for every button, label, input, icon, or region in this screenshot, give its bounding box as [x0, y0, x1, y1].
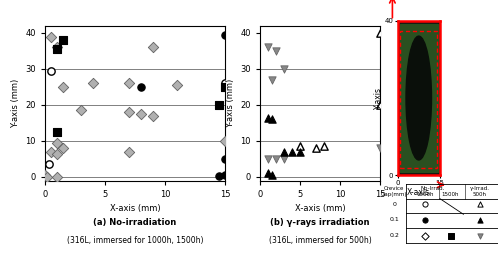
Point [268, 117, 276, 122]
Point [280, 157, 288, 161]
Point [446, 233, 454, 238]
X-axis label: X-axis (mm): X-axis (mm) [110, 204, 160, 213]
Point [312, 146, 320, 150]
Point [288, 150, 296, 154]
Point [149, 114, 157, 118]
Point [476, 233, 484, 238]
Point [221, 81, 229, 85]
X-axis label: X-axis (mm): X-axis (mm) [294, 204, 346, 213]
Point [221, 157, 229, 161]
Point [125, 150, 133, 154]
Point [41, 173, 49, 177]
Point [221, 139, 229, 143]
Point [280, 150, 288, 154]
Point [221, 33, 229, 37]
Point [221, 173, 229, 177]
Text: (b) γ-rays irradiation: (b) γ-rays irradiation [270, 218, 370, 227]
Text: 500h: 500h [473, 192, 487, 197]
Point [264, 116, 272, 120]
Point [173, 83, 181, 87]
X-axis label: X-axis: X-axis [407, 188, 430, 197]
Text: (a) No-irradiation: (a) No-irradiation [94, 218, 176, 227]
FancyBboxPatch shape [400, 24, 438, 172]
Point [53, 130, 61, 134]
Point [125, 81, 133, 85]
Text: Crevice
Gap(mm): Crevice Gap(mm) [381, 186, 407, 197]
Point [47, 69, 55, 73]
Point [53, 45, 61, 50]
Point [376, 31, 384, 35]
Y-axis label: Y-axis (mm): Y-axis (mm) [226, 79, 235, 128]
Text: 1500h: 1500h [442, 192, 459, 197]
Point [264, 45, 272, 50]
Point [268, 78, 276, 82]
Point [47, 150, 55, 154]
Point [221, 85, 229, 89]
Point [264, 157, 272, 161]
Point [215, 103, 223, 107]
Point [476, 202, 484, 206]
Point [268, 173, 276, 177]
Text: No-Irrad.: No-Irrad. [420, 186, 445, 190]
Y-axis label: Y-axis: Y-axis [374, 87, 383, 109]
Point [59, 85, 67, 89]
Point [420, 233, 428, 238]
Point [272, 49, 280, 53]
Ellipse shape [406, 36, 431, 160]
Point [44, 162, 52, 166]
Point [420, 218, 428, 222]
Point [296, 144, 304, 148]
Point [280, 67, 288, 71]
Point [77, 108, 85, 112]
Text: 0.2: 0.2 [389, 233, 399, 238]
Point [53, 141, 61, 145]
Point [53, 47, 61, 51]
Text: 0: 0 [392, 202, 396, 207]
Text: γ-Irrad.: γ-Irrad. [470, 186, 490, 190]
Point [296, 150, 304, 154]
Point [125, 110, 133, 114]
Point [53, 175, 61, 179]
Text: 0.1: 0.1 [389, 217, 399, 222]
Point [137, 112, 145, 116]
Point [376, 103, 384, 107]
Text: 1000h: 1000h [416, 192, 434, 197]
Point [476, 218, 484, 222]
Point [53, 151, 61, 156]
Point [47, 35, 55, 39]
Point [89, 81, 97, 85]
Point [215, 174, 223, 178]
Y-axis label: Y-axis (mm): Y-axis (mm) [11, 79, 20, 128]
Point [44, 175, 52, 179]
Point [149, 45, 157, 50]
Point [137, 85, 145, 89]
Text: (316L, immersed for 1000h, 1500h): (316L, immersed for 1000h, 1500h) [67, 236, 203, 245]
Point [320, 144, 328, 148]
Point [376, 146, 384, 150]
Point [59, 146, 67, 150]
Point [420, 202, 428, 206]
Text: (316L, immersed for 500h): (316L, immersed for 500h) [268, 236, 372, 245]
Point [59, 38, 67, 42]
Point [272, 157, 280, 161]
Point [264, 171, 272, 175]
